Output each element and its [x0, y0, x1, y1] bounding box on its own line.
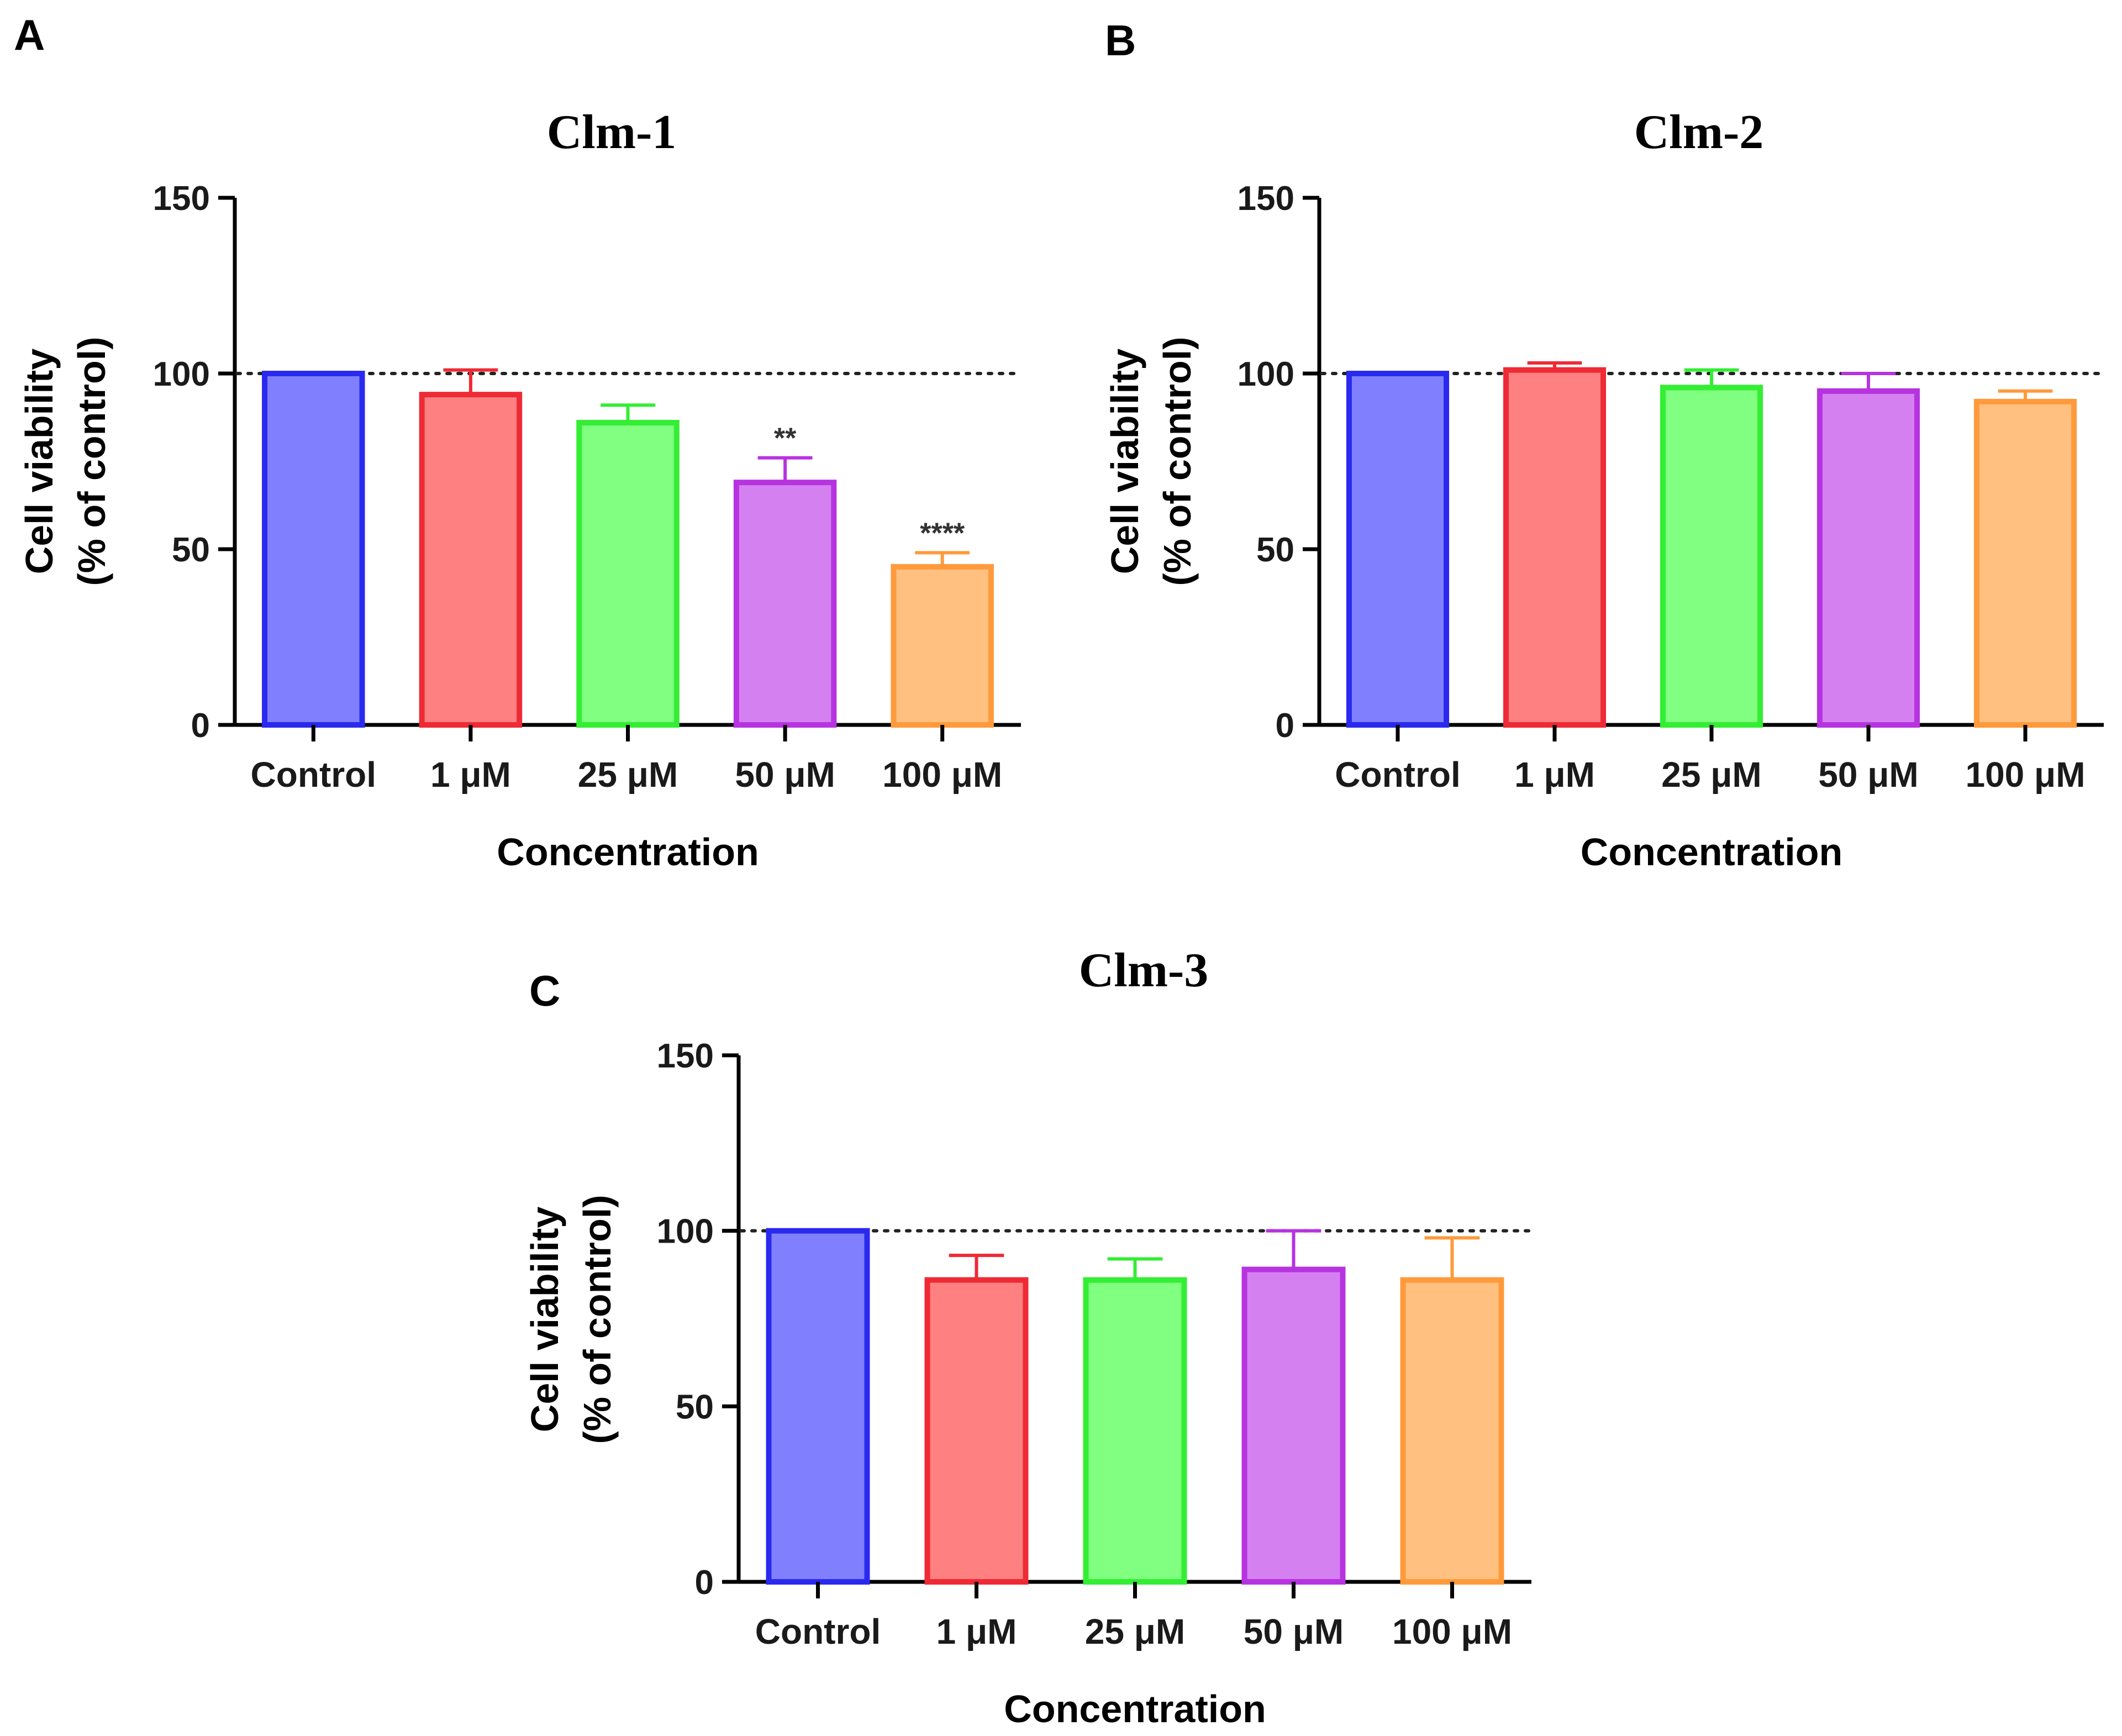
x-axis-title: Concentration: [1581, 830, 1842, 874]
y-axis-title-line: (% of control): [576, 1195, 619, 1444]
panel-letter: A: [14, 10, 45, 59]
y-axis-title-line: Cell viability: [523, 1207, 566, 1433]
x-tick-label: 100 μM: [1965, 755, 2085, 795]
bar: [1816, 388, 1920, 728]
significance-label: **: [774, 423, 797, 455]
y-tick-label: 100: [153, 355, 210, 393]
y-axis-title: Cell viability (% of control): [18, 336, 113, 586]
y-tick-label: 100: [1238, 355, 1294, 393]
y-axis-title: Cell viability (% of control): [523, 1195, 619, 1444]
x-tick-label: 1 μM: [936, 1612, 1017, 1651]
bar: [1083, 1277, 1187, 1585]
y-tick-label: 100: [657, 1213, 714, 1251]
chart-panel-a: A Clm-1 0 50 100 150 Control 1 μM 25 μM ** 50 μM **…: [14, 10, 1023, 874]
y-tick-label: 0: [1276, 707, 1294, 745]
bar: [891, 564, 994, 728]
x-tick-label: Control: [755, 1612, 881, 1651]
x-axis-title: Concentration: [1004, 1687, 1266, 1730]
significance-label: ****: [920, 517, 965, 549]
y-tick-label: 150: [153, 180, 210, 218]
y-axis-title: Cell viability (% of control): [1103, 336, 1199, 586]
bar: [924, 1277, 1029, 1585]
y-tick-label: 150: [657, 1037, 714, 1075]
y-axis-title-line: (% of control): [70, 336, 113, 586]
panel-letter: C: [529, 966, 560, 1015]
bar: [733, 480, 837, 728]
bar: [1241, 1266, 1346, 1585]
bar: [1346, 371, 1450, 728]
x-tick-label: 50 μM: [1818, 755, 1918, 795]
x-tick-label: 50 μM: [1244, 1612, 1344, 1651]
x-tick-label: 100 μM: [1392, 1612, 1512, 1651]
y-tick-label: 0: [191, 707, 210, 745]
x-tick-label: 1 μM: [430, 755, 511, 795]
x-tick-label: Control: [1335, 755, 1461, 795]
bar: [1400, 1277, 1504, 1585]
x-axis-title: Concentration: [497, 830, 759, 874]
panel-letter: B: [1105, 16, 1136, 65]
bar: [766, 1228, 870, 1585]
chart-panel-c: C Clm-3 0 50 100 150 Control 1 μM 25 μM 50 μM 100 …: [523, 944, 1533, 1730]
bar: [419, 392, 523, 728]
chart-title: Clm-3: [1079, 944, 1209, 997]
y-tick-label: 150: [1238, 180, 1294, 218]
x-tick-label: 1 μM: [1514, 755, 1595, 795]
x-tick-label: 25 μM: [1661, 755, 1761, 795]
x-tick-label: 25 μM: [578, 755, 678, 795]
y-tick-label: 50: [172, 531, 210, 569]
y-axis-title-line: Cell viability: [1103, 349, 1146, 575]
bar: [1503, 367, 1607, 728]
y-tick-label: 50: [676, 1388, 714, 1426]
bar: [262, 371, 365, 728]
bar: [1660, 385, 1763, 728]
bar: [1973, 398, 2077, 728]
y-axis-title-line: (% of control): [1156, 336, 1199, 586]
y-tick-label: 0: [695, 1564, 714, 1602]
chart-panel-b: B Clm-2 0 50 100 150 Control 1 μM 25 μM 50 μM 100 …: [1103, 16, 2105, 874]
chart-title: Clm-1: [547, 106, 677, 159]
bar: [576, 420, 680, 728]
y-tick-label: 50: [1256, 531, 1294, 569]
y-axis-title-line: Cell viability: [18, 349, 61, 575]
chart-title: Clm-2: [1634, 106, 1764, 159]
x-tick-label: 100 μM: [882, 755, 1002, 795]
x-tick-label: 50 μM: [735, 755, 835, 795]
x-tick-label: Control: [251, 755, 377, 795]
x-tick-label: 25 μM: [1085, 1612, 1185, 1651]
